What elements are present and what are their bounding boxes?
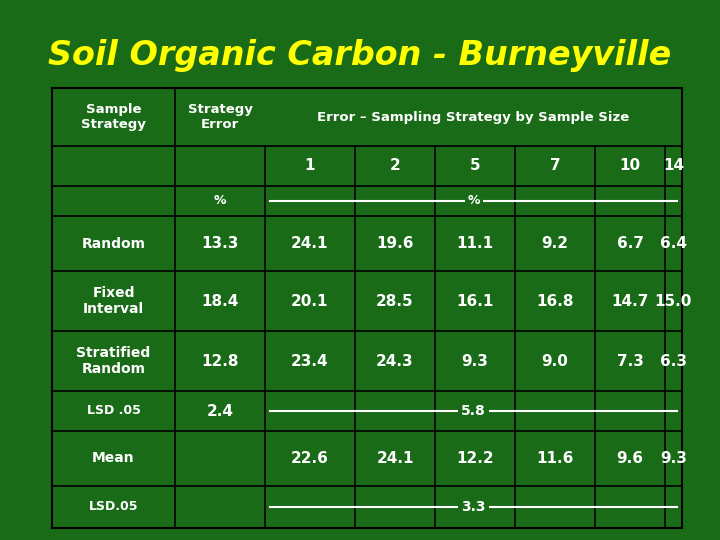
Text: 6.4: 6.4 <box>660 236 687 251</box>
Text: 20.1: 20.1 <box>292 294 329 308</box>
Text: Fixed
Interval: Fixed Interval <box>83 286 144 316</box>
Text: 7: 7 <box>549 159 560 173</box>
Text: 9.3: 9.3 <box>660 451 687 466</box>
Text: 3.3: 3.3 <box>462 500 486 514</box>
Text: 12.8: 12.8 <box>202 354 239 368</box>
Text: 9.6: 9.6 <box>616 451 644 466</box>
Text: 23.4: 23.4 <box>291 354 329 368</box>
Text: Strategy
Error: Strategy Error <box>188 103 253 131</box>
Text: 14.7: 14.7 <box>611 294 649 308</box>
Text: Mean: Mean <box>92 451 135 465</box>
Text: 9.2: 9.2 <box>541 236 569 251</box>
Text: %: % <box>467 194 480 207</box>
Text: Random: Random <box>81 237 145 251</box>
Text: 11.1: 11.1 <box>456 236 494 251</box>
Text: 19.6: 19.6 <box>377 236 414 251</box>
Text: 2: 2 <box>390 159 400 173</box>
Text: Soil Organic Carbon - Burneyville: Soil Organic Carbon - Burneyville <box>48 38 672 71</box>
Text: LSD .05: LSD .05 <box>86 404 140 417</box>
Text: 5.8: 5.8 <box>461 404 486 418</box>
Text: 13.3: 13.3 <box>202 236 239 251</box>
Text: 1: 1 <box>305 159 315 173</box>
Text: 2.4: 2.4 <box>207 403 233 418</box>
Text: 24.3: 24.3 <box>376 354 414 368</box>
Text: 5: 5 <box>469 159 480 173</box>
Text: 16.8: 16.8 <box>536 294 574 308</box>
Text: Error – Sampling Strategy by Sample Size: Error – Sampling Strategy by Sample Size <box>318 111 629 124</box>
Text: 6.7: 6.7 <box>616 236 644 251</box>
Text: 9.0: 9.0 <box>541 354 568 368</box>
Text: Stratified
Random: Stratified Random <box>76 346 150 376</box>
Text: 9.3: 9.3 <box>462 354 488 368</box>
Text: 24.1: 24.1 <box>292 236 329 251</box>
Text: LSD.05: LSD.05 <box>89 501 138 514</box>
Text: 15.0: 15.0 <box>654 294 692 308</box>
Text: 11.6: 11.6 <box>536 451 574 466</box>
Text: 18.4: 18.4 <box>202 294 239 308</box>
Text: 6.3: 6.3 <box>660 354 687 368</box>
Text: 24.1: 24.1 <box>377 451 414 466</box>
Text: 14: 14 <box>663 159 684 173</box>
Text: 16.1: 16.1 <box>456 294 494 308</box>
Text: Sample
Strategy: Sample Strategy <box>81 103 146 131</box>
Text: 10: 10 <box>619 159 641 173</box>
Bar <box>52 88 682 528</box>
Text: 22.6: 22.6 <box>291 451 329 466</box>
Text: 7.3: 7.3 <box>616 354 644 368</box>
Text: 12.2: 12.2 <box>456 451 494 466</box>
Text: 28.5: 28.5 <box>376 294 414 308</box>
Text: %: % <box>214 194 226 207</box>
